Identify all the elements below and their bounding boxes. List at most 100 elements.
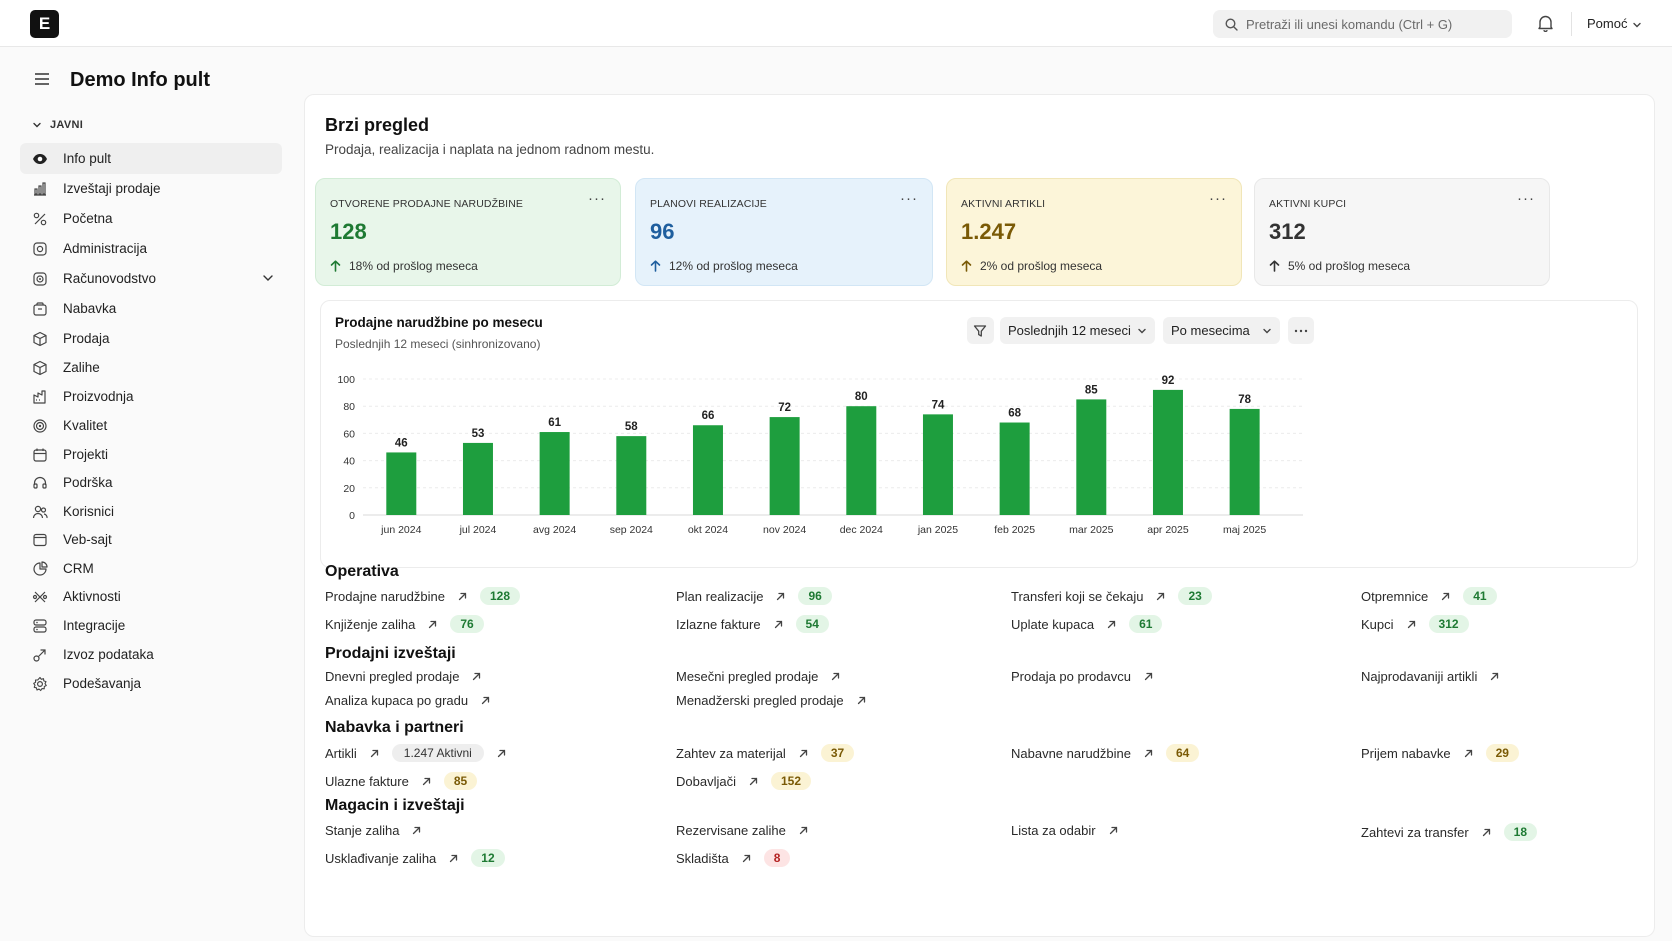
sidebar-item-proizvodnja[interactable]: Proizvodnja <box>20 381 282 412</box>
count-badge: 29 <box>1485 744 1519 762</box>
section-title: Magacin i izveštaji <box>325 797 465 814</box>
more-horizontal-icon[interactable]: ··· <box>1517 190 1535 207</box>
sidebar-item-info-pult[interactable]: Info pult <box>20 143 282 174</box>
sidebar-item-ra-unovodstvo[interactable]: Računovodstvo <box>20 263 282 294</box>
activity-icon <box>32 591 48 602</box>
sidebar-item-izvoz-podataka[interactable]: Izvoz podataka <box>20 639 282 670</box>
quick-link[interactable]: Knjiženje zaliha 76 <box>325 615 484 633</box>
quick-link[interactable]: Prodajne narudžbine 128 <box>325 587 521 605</box>
quick-link[interactable]: Rezervisane zalihe <box>676 823 809 838</box>
search-input[interactable] <box>1246 10 1501 38</box>
quick-link[interactable]: Analiza kupaca po gradu <box>325 693 491 708</box>
sidebar-item-korisnici[interactable]: Korisnici <box>20 496 282 527</box>
filter-button[interactable] <box>967 317 994 344</box>
sidebar-group-header[interactable]: JAVNI <box>32 119 83 131</box>
period-select[interactable]: Poslednjih 12 meseci <box>1000 317 1155 344</box>
quick-link[interactable]: Zahtev za materijal 37 <box>676 744 855 762</box>
quick-link[interactable]: Plan realizacije 96 <box>676 587 832 605</box>
quick-link[interactable]: Transferi koji se čekaju 23 <box>1011 587 1212 605</box>
more-horizontal-icon[interactable]: ··· <box>588 190 606 207</box>
help-menu[interactable]: Pomoć <box>1587 16 1642 31</box>
chart-bar <box>922 414 953 515</box>
quick-link[interactable]: Mesečni pregled prodaje <box>676 669 841 684</box>
quick-link[interactable]: Menadžerski pregled prodaje <box>676 693 867 708</box>
sidebar-item-nabavka[interactable]: Nabavka <box>20 293 282 324</box>
x-tick-label: jan 2025 <box>917 524 958 536</box>
quick-link[interactable]: Dobavljači 152 <box>676 772 812 790</box>
kpi-change-text: 18% od prošlog meseca <box>349 259 478 273</box>
quick-link[interactable]: Usklađivanje zaliha 12 <box>325 849 505 867</box>
help-label: Pomoć <box>1587 16 1628 31</box>
quick-link[interactable]: Otpremnice 41 <box>1361 587 1497 605</box>
box-icon <box>33 360 47 375</box>
sidebar-item-zalihe[interactable]: Zalihe <box>20 352 282 383</box>
kpi-card[interactable]: AKTIVNI KUPCI ··· 312 5% od prošlog meseca <box>1254 178 1550 286</box>
grouping-select-value: Po mesecima <box>1171 323 1250 338</box>
x-tick-label: jun 2024 <box>380 524 421 536</box>
quick-link[interactable]: Lista za odabir <box>1011 823 1119 838</box>
sidebar-item-aktivnosti[interactable]: Aktivnosti <box>20 581 282 612</box>
menu-icon[interactable] <box>34 72 50 86</box>
external-link-icon <box>1157 592 1165 600</box>
sidebar-item-veb-sajt[interactable]: Veb-sajt <box>20 524 282 555</box>
app-logo[interactable]: E <box>30 10 59 38</box>
sidebar-item-pode-avanja[interactable]: Podešavanja <box>20 668 282 699</box>
quick-link[interactable]: Najprodavaniji artikli <box>1361 669 1500 684</box>
page-title: Brzi pregled <box>325 115 430 135</box>
x-tick-label: jul 2024 <box>459 524 497 536</box>
external-link-icon <box>742 854 750 862</box>
bar-value-label: 66 <box>702 410 715 422</box>
quick-link[interactable]: Ulazne fakture 85 <box>325 772 478 790</box>
quick-link[interactable]: Dnevni pregled prodaje <box>325 669 482 684</box>
more-horizontal-icon[interactable]: ··· <box>1209 190 1227 207</box>
section-title: Prodajni izveštaji <box>325 645 456 662</box>
sidebar-item-crm[interactable]: CRM <box>20 553 282 584</box>
quick-link[interactable]: Artikli 1.247 Aktivni <box>325 744 507 762</box>
chart-more-button[interactable] <box>1288 317 1314 344</box>
sidebar-item-integracije[interactable]: Integracije <box>20 610 282 641</box>
x-tick-label: mar 2025 <box>1069 524 1114 536</box>
count-badge: 85 <box>443 772 478 790</box>
bar-value-label: 68 <box>1008 408 1021 420</box>
sidebar-item-po-etna[interactable]: Početna <box>20 203 282 234</box>
grouping-select[interactable]: Po mesecima <box>1163 317 1280 344</box>
quick-link[interactable]: Prijem nabavke 29 <box>1361 744 1519 762</box>
orders-bar-chart: 0 20 40 60 80 100 46 jun 2024 53 jul 2024 61 avg 20… <box>337 374 1303 536</box>
bar-value-label: 53 <box>472 428 485 440</box>
sidebar-item-prodaja[interactable]: Prodaja <box>20 323 282 354</box>
chevron-down-icon <box>1138 328 1146 333</box>
kpi-change-text: 5% od prošlog meseca <box>1288 259 1411 273</box>
quick-link[interactable]: Uplate kupaca 61 <box>1011 615 1163 633</box>
quick-link[interactable]: Kupci 312 <box>1361 615 1469 633</box>
chevron-down-icon[interactable] <box>261 271 275 285</box>
kpi-card[interactable]: AKTIVNI ARTIKLI ··· 1.247 2% od prošlog mes… <box>946 178 1242 286</box>
quick-link-label: Nabavne narudžbine <box>1011 745 1131 761</box>
target-icon <box>33 418 47 433</box>
quick-link[interactable]: Prodaja po prodavcu <box>1011 669 1154 684</box>
sidebar-item-label: Info pult <box>63 151 112 166</box>
x-tick-label: avg 2024 <box>533 524 576 536</box>
arrow-up-icon <box>961 260 972 272</box>
bell-icon[interactable] <box>1537 14 1554 32</box>
external-link-icon <box>450 854 458 862</box>
command-search[interactable] <box>1213 10 1512 38</box>
quick-link[interactable]: Skladišta 8 <box>676 849 791 867</box>
sidebar-item-izve-taji-prodaje[interactable]: Izveštaji prodaje <box>20 173 282 204</box>
quick-link[interactable]: Nabavne narudžbine 64 <box>1011 744 1200 762</box>
chevron-down-icon <box>33 122 41 128</box>
sidebar-item-podr-ka[interactable]: Podrška <box>20 467 282 498</box>
kpi-card[interactable]: OTVORENE PRODAJNE NARUDŽBINE ··· 128 18% od… <box>315 178 621 286</box>
sidebar-item-projekti[interactable]: Projekti <box>20 439 282 470</box>
sidebar-item-administracija[interactable]: Administracija <box>20 233 282 264</box>
pie-icon <box>33 560 48 576</box>
sidebar-item-kvalitet[interactable]: Kvalitet <box>20 410 282 441</box>
count-badge: 54 <box>795 615 829 633</box>
quick-link-label: Izlazne fakture <box>676 616 761 632</box>
kpi-card[interactable]: PLANOVI REALIZACIJE ··· 96 12% od prošlog m… <box>635 178 933 286</box>
sidebar-item-label: Zalihe <box>63 360 100 375</box>
quick-link[interactable]: Izlazne fakture 54 <box>676 615 829 633</box>
x-tick-label: sep 2024 <box>610 524 653 536</box>
quick-link[interactable]: Zahtevi za transfer 18 <box>1361 823 1538 841</box>
quick-link[interactable]: Stanje zaliha <box>325 823 422 838</box>
more-horizontal-icon[interactable]: ··· <box>900 190 918 207</box>
